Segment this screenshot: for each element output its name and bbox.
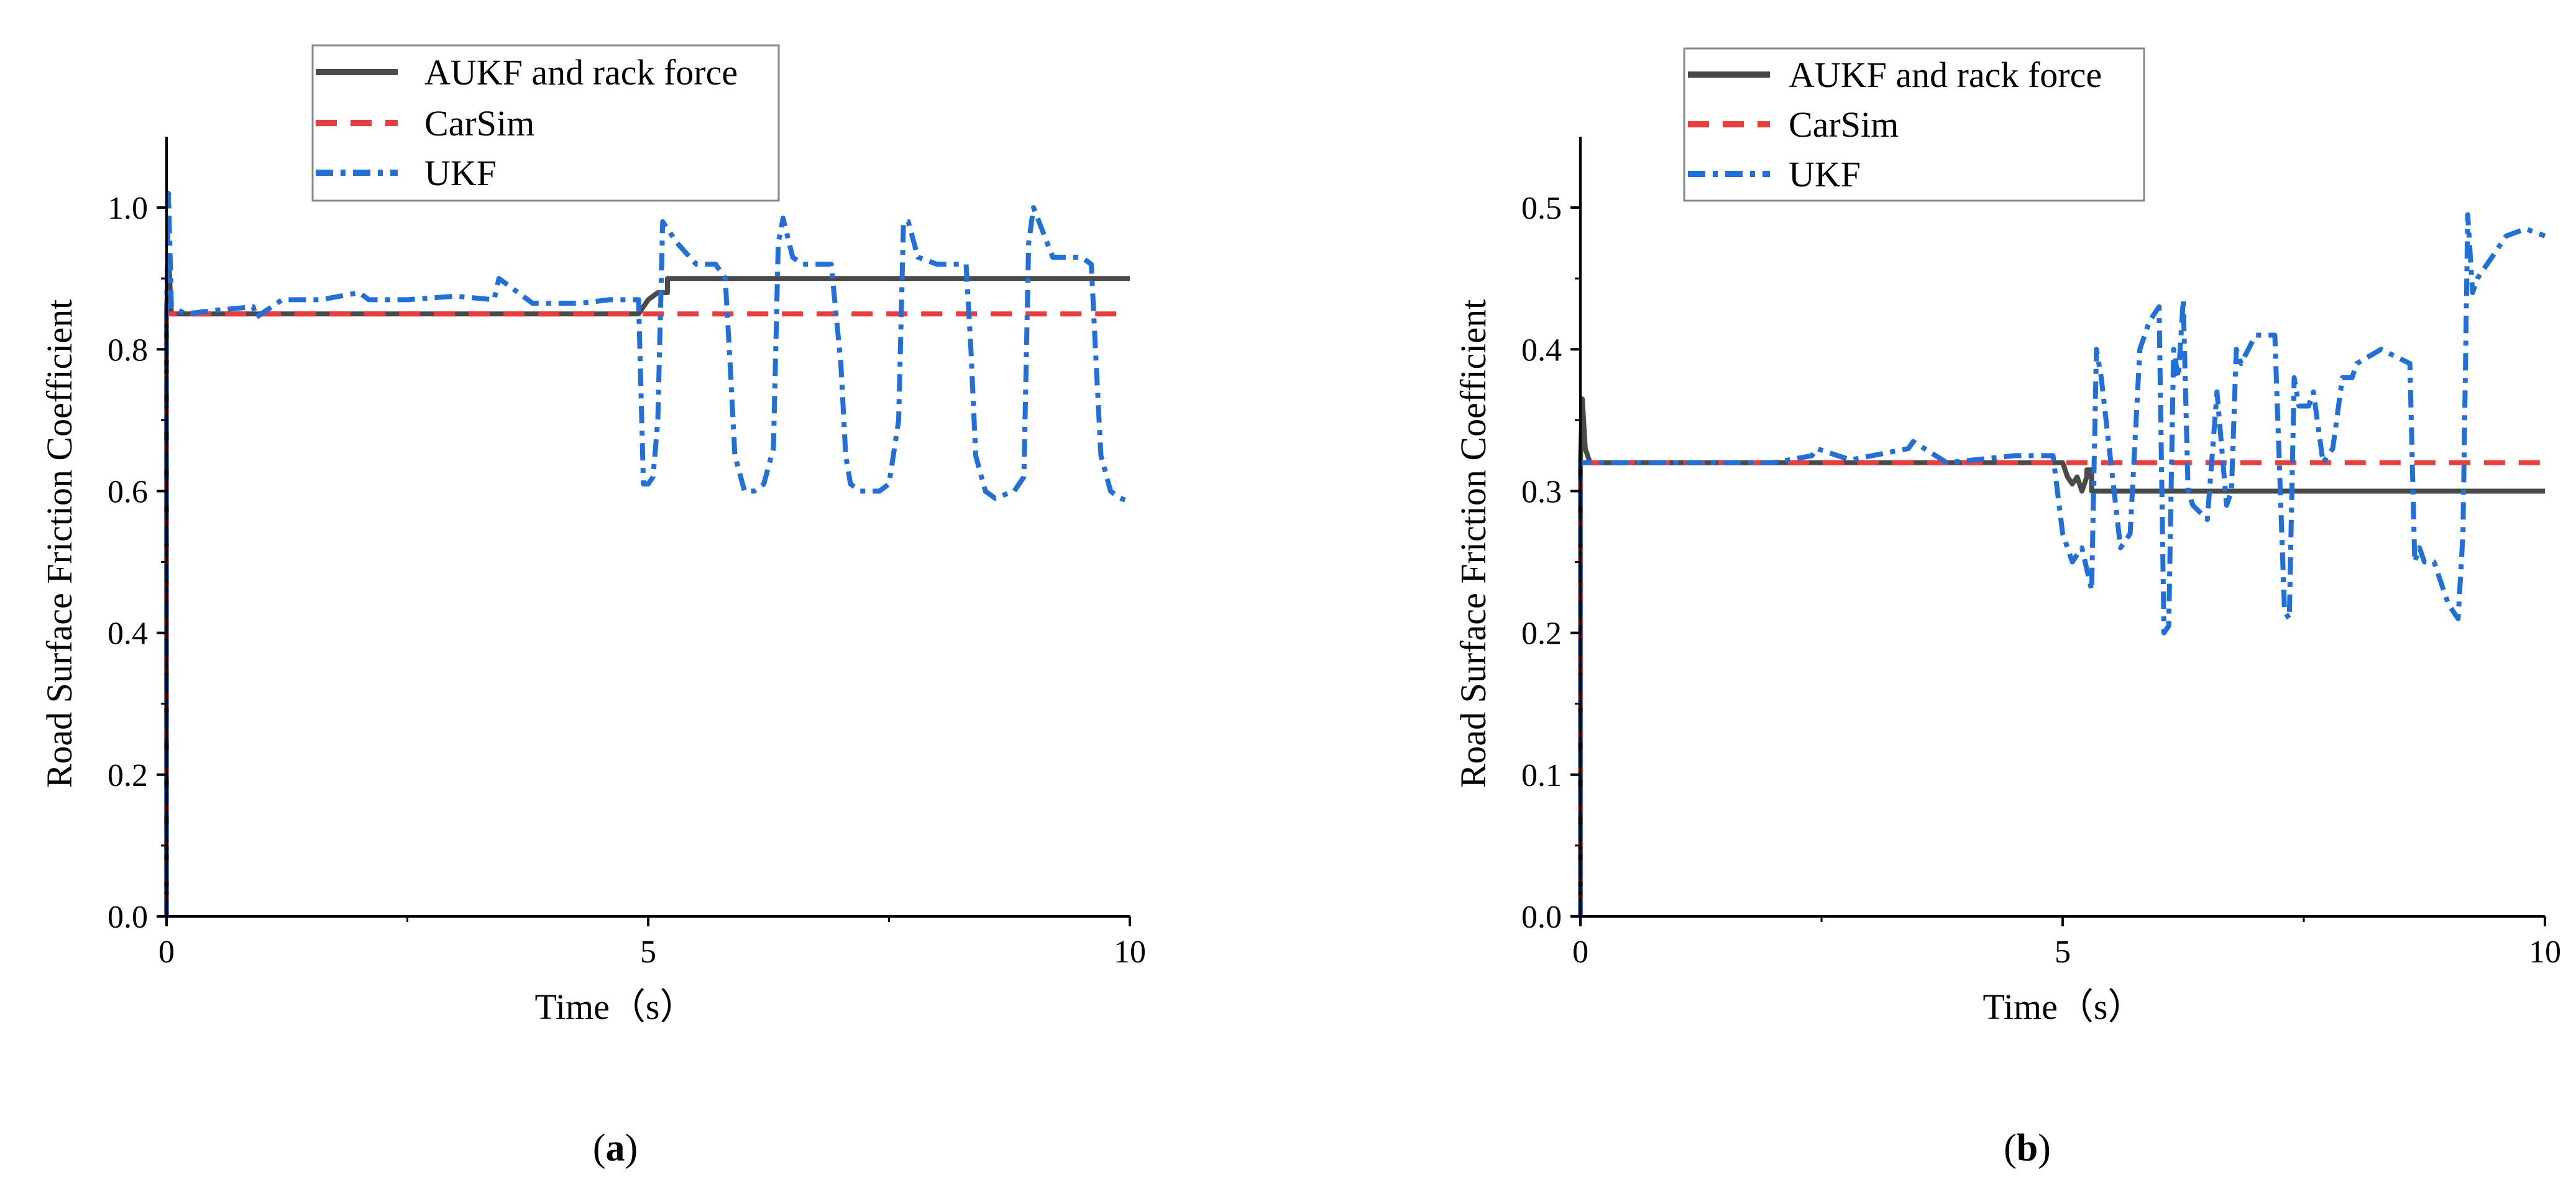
- legend-label-aukf: AUKF and rack force: [424, 52, 738, 93]
- y-axis-label: Road Surface Friction Coefficient: [39, 299, 80, 788]
- y-tick-label: 0.4: [1521, 332, 1562, 368]
- y-tick-label: 0.1: [1521, 758, 1562, 793]
- series-layer: [164, 191, 1131, 916]
- x-axis-label: Time（s）: [535, 987, 696, 1027]
- y-tick-label: 0.2: [108, 758, 148, 793]
- legend-label-ukf: UKF: [1789, 154, 1861, 194]
- x-ticks: 0 5 10: [158, 916, 1146, 970]
- y-axis-label: Road Surface Friction Coefficient: [1453, 299, 1493, 788]
- legend: AUKF and rack force CarSim UKF: [1683, 47, 2145, 202]
- x-tick-label: 5: [640, 934, 656, 970]
- panel-caption-label: a: [606, 1127, 625, 1169]
- chart-panel-a: 0.0 0.2 0.4 0.6 0.8 1.0 0 5 10 Time（s） Road Sur…: [39, 44, 1146, 1169]
- y-tick-label: 0.8: [108, 332, 148, 368]
- x-ticks: 0 5 10: [1572, 916, 2561, 970]
- y-tick-label: 0.4: [108, 616, 148, 652]
- x-tick-label: 10: [2529, 934, 2561, 970]
- x-axis-label: Time（s）: [1983, 987, 2144, 1027]
- legend-label-carsim: CarSim: [424, 103, 534, 144]
- panel-caption-a: (a): [593, 1127, 638, 1169]
- legend: AUKF and rack force CarSim UKF: [311, 44, 780, 202]
- y-tick-label: 0.0: [1521, 900, 1562, 935]
- legend-label-carsim: CarSim: [1789, 104, 1899, 145]
- x-tick-label: 0: [1572, 934, 1588, 970]
- panel-caption-label: b: [2017, 1127, 2038, 1169]
- y-ticks: 0.0 0.1 0.2 0.3 0.4 0.5: [1521, 191, 1580, 935]
- y-tick-label: 0.0: [108, 900, 148, 935]
- x-tick-label: 10: [1114, 934, 1146, 970]
- y-tick-label: 0.2: [1521, 616, 1562, 652]
- y-tick-label: 1.0: [108, 191, 148, 226]
- legend-label-ukf: UKF: [424, 153, 497, 193]
- y-tick-label: 0.6: [108, 474, 148, 509]
- legend-label-aukf: AUKF and rack force: [1789, 55, 2102, 95]
- y-ticks: 0.0 0.2 0.4 0.6 0.8 1.0: [108, 191, 167, 935]
- series-layer: [1578, 212, 2546, 916]
- panel-caption-b: (b): [2004, 1127, 2051, 1169]
- y-tick-label: 0.5: [1521, 191, 1562, 226]
- y-tick-label: 0.3: [1521, 474, 1562, 509]
- chart-panel-b: 0.0 0.1 0.2 0.3 0.4 0.5 0 5 10 Time（s） Road Sur…: [1453, 47, 2561, 1169]
- x-tick-label: 5: [2055, 934, 2071, 970]
- x-tick-label: 0: [158, 934, 175, 970]
- series-line-ukf: [1578, 212, 2546, 916]
- series-line-ukf: [164, 191, 1131, 916]
